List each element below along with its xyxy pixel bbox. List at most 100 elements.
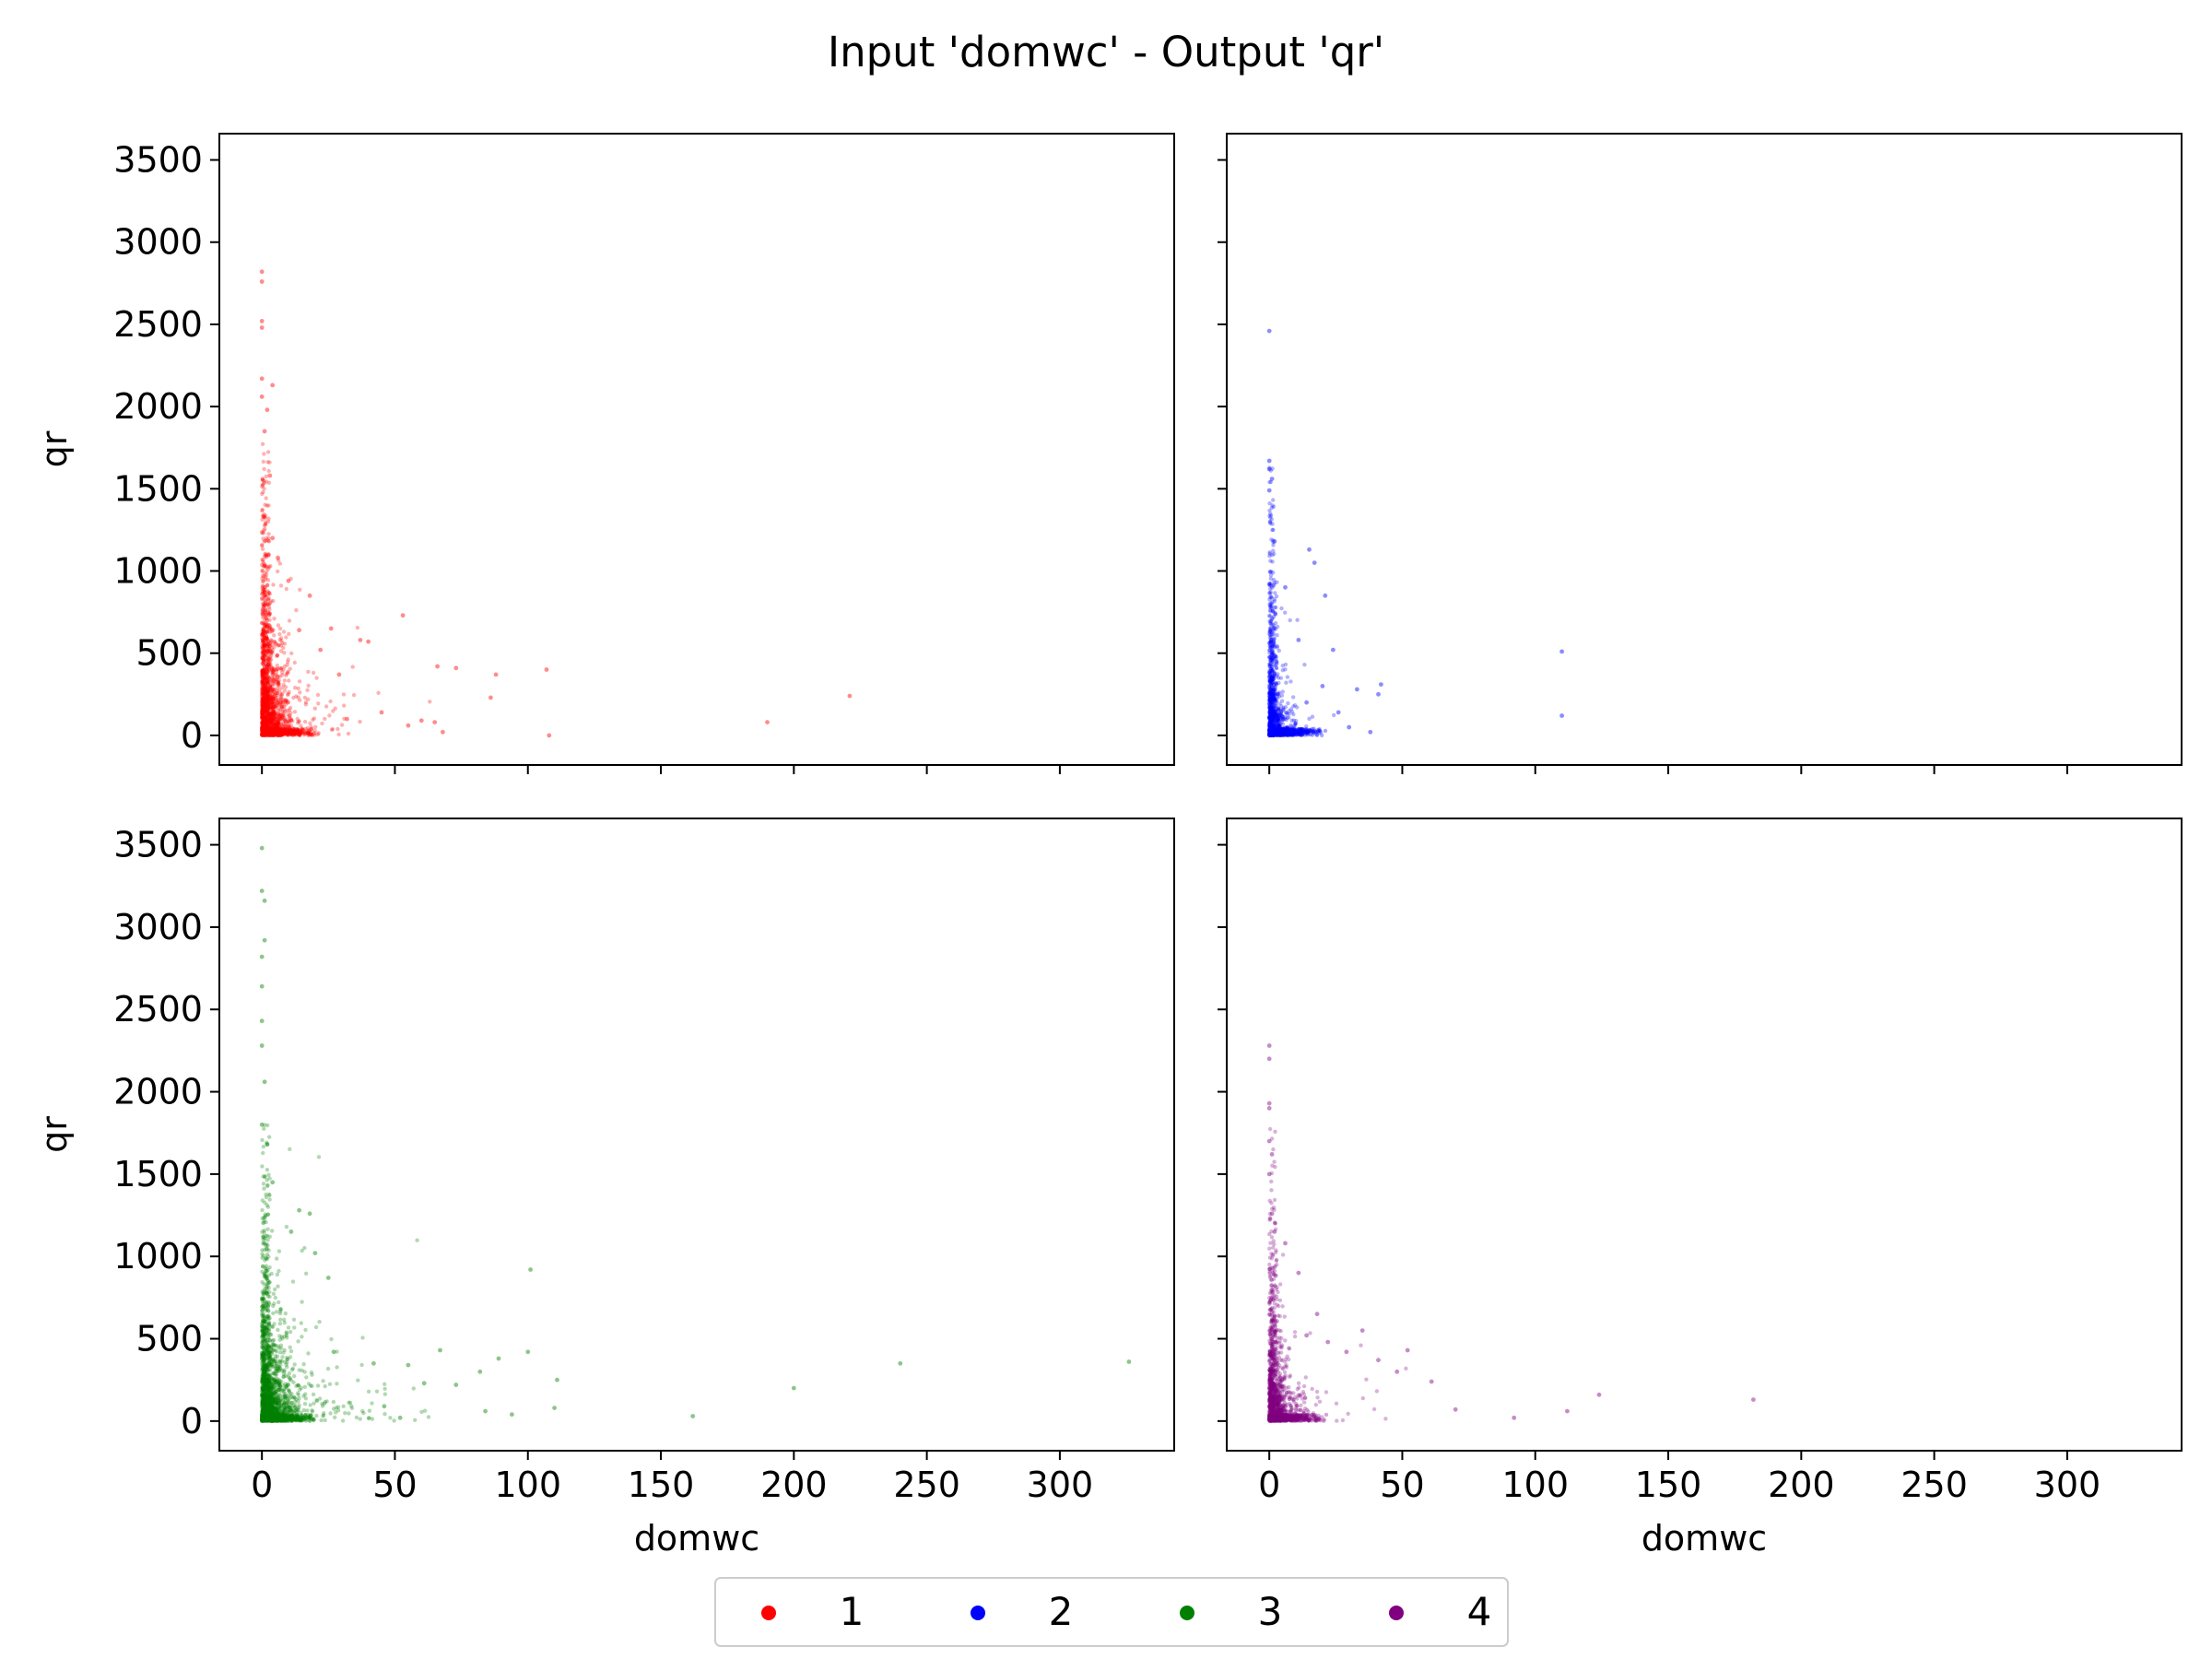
data-point [275, 690, 280, 696]
data-point [283, 727, 288, 732]
data-point [266, 468, 271, 474]
data-point [265, 688, 271, 692]
data-point [312, 1401, 316, 1406]
data-point [341, 1404, 346, 1409]
data-point [1274, 665, 1278, 670]
data-point [263, 680, 268, 685]
data-point [1277, 648, 1282, 653]
data-point [263, 502, 267, 507]
data-point [294, 694, 299, 699]
data-point [1280, 731, 1286, 736]
data-point [283, 685, 288, 689]
data-point [283, 698, 288, 702]
panel-3: 0 50 100 150 200 250 3000500100015002000250030… [34, 818, 1175, 1559]
data-point [336, 672, 342, 677]
data-point [272, 727, 276, 732]
data-point [292, 1373, 297, 1379]
data-point [260, 1164, 265, 1169]
data-point [261, 651, 265, 655]
data-point [1379, 682, 1383, 687]
data-point [265, 706, 270, 711]
data-point [262, 676, 266, 680]
data-point [295, 721, 300, 725]
data-point [315, 692, 321, 698]
data-point [268, 716, 273, 721]
data-point [262, 639, 266, 643]
data-point [267, 724, 273, 729]
data-point [267, 718, 272, 724]
data-point [280, 1382, 286, 1388]
data-point [335, 1382, 339, 1386]
data-point [278, 636, 284, 641]
data-point [366, 639, 371, 644]
data-point [339, 723, 345, 727]
data-point [265, 698, 270, 702]
data-point [261, 633, 266, 638]
data-point [270, 731, 275, 735]
data-point [1272, 636, 1277, 641]
data-point [261, 489, 265, 495]
data-point [1295, 705, 1300, 710]
data-point [400, 613, 406, 618]
data-point [261, 697, 265, 701]
data-point [263, 665, 267, 669]
data-point [268, 726, 273, 731]
data-point [260, 696, 265, 701]
data-point [262, 466, 266, 472]
data-point [376, 690, 381, 695]
data-point [356, 1378, 360, 1382]
data-point [259, 394, 265, 399]
data-point [261, 706, 265, 711]
data-point [266, 676, 271, 680]
data-point [265, 1294, 271, 1299]
data-point [270, 1229, 275, 1233]
data-point [297, 1368, 301, 1372]
data-point [294, 607, 299, 613]
data-point [1268, 698, 1274, 703]
data-point [272, 640, 277, 644]
data-point [275, 722, 280, 726]
data-point [272, 732, 276, 736]
data-point [367, 1408, 372, 1413]
data-point [1332, 712, 1336, 718]
data-point [347, 1400, 351, 1406]
data-point [1266, 328, 1272, 334]
data-point [323, 1383, 327, 1389]
data-point [300, 1335, 304, 1339]
data-point [279, 728, 284, 734]
data-point [370, 1401, 374, 1406]
data-point [406, 723, 411, 728]
data-point [265, 665, 269, 669]
data-point [261, 1313, 266, 1319]
data-point [288, 1147, 292, 1152]
data-point [1269, 583, 1274, 588]
data-point [1269, 667, 1275, 672]
data-point [366, 1389, 371, 1394]
data-point [271, 696, 276, 701]
data-point [1277, 707, 1281, 712]
data-point [297, 719, 301, 724]
data-point [262, 1235, 266, 1241]
data-point [313, 724, 318, 729]
data-point [847, 693, 853, 699]
data-point [260, 595, 265, 600]
data-point [265, 460, 270, 465]
data-point [267, 629, 272, 634]
data-point [263, 603, 267, 608]
data-point [260, 611, 265, 617]
data-point [259, 279, 265, 284]
data-point [287, 719, 291, 724]
data-point [261, 628, 266, 632]
data-point [267, 460, 272, 465]
data-point [286, 724, 290, 729]
data-point [1266, 466, 1272, 472]
data-point [262, 487, 266, 491]
data-point [1307, 547, 1312, 552]
data-point [1276, 676, 1281, 680]
data-point [1275, 624, 1280, 629]
data-point [260, 708, 265, 712]
data-point [263, 653, 267, 657]
data-point [347, 1411, 351, 1416]
data-point [266, 532, 271, 536]
data-point [262, 478, 266, 484]
